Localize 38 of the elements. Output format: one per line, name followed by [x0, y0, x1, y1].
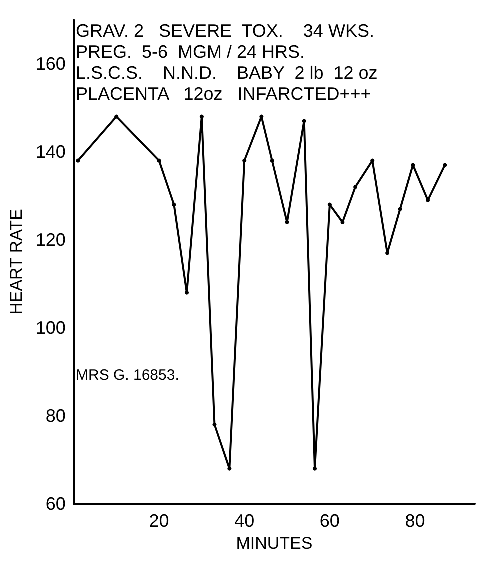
point [443, 163, 448, 168]
x-axis-title: MINUTES [236, 534, 313, 553]
annotation: L.S.C.S. N.N.D. BABY 2 lb 12 oz [76, 63, 378, 83]
y-tick-label: 160 [36, 54, 66, 74]
point [285, 220, 290, 224]
point [157, 158, 162, 163]
y-tick-label: 60 [46, 494, 66, 514]
point [228, 466, 232, 471]
point [270, 158, 274, 163]
point [200, 114, 204, 119]
y-tick-label: 100 [36, 318, 66, 338]
point [260, 114, 264, 119]
annotation: GRAV. 2 SEVERE TOX. 34 WKS. [76, 21, 374, 41]
point [328, 202, 332, 207]
y-tick-label: 120 [36, 230, 66, 250]
x-tick-label: 80 [405, 511, 426, 531]
point [172, 202, 176, 207]
point [370, 158, 375, 163]
y-tick-label: 80 [46, 406, 66, 426]
point [354, 185, 358, 190]
point [114, 114, 119, 119]
point [313, 466, 317, 471]
annotation: PLACENTA 12oz INFARCTED+++ [76, 84, 372, 104]
point [242, 158, 247, 163]
x-tick-label: 60 [320, 511, 340, 531]
x-tick-label: 40 [234, 511, 255, 531]
annotation: MRS G. 16853. [76, 367, 180, 384]
point [302, 119, 306, 124]
point [411, 163, 416, 168]
point [398, 207, 402, 212]
x-tick-label: 20 [149, 511, 170, 531]
y-axis-title: HEART RATE [7, 209, 26, 315]
point [185, 290, 189, 295]
point [212, 422, 217, 427]
annotation: PREG. 5-6 MGM / 24 HRS. [76, 42, 306, 62]
y-tick-label: 140 [36, 142, 66, 162]
point [76, 158, 80, 163]
point [386, 251, 390, 256]
